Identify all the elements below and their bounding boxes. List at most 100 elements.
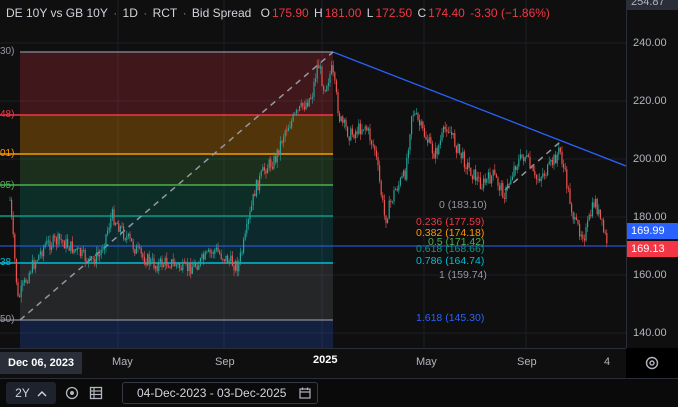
candle-body xyxy=(78,247,80,249)
compare-button[interactable] xyxy=(62,382,82,404)
candle-body xyxy=(305,102,307,110)
candle-body xyxy=(23,279,25,283)
candle-body xyxy=(417,113,419,120)
candle-body xyxy=(471,175,473,180)
candle-body xyxy=(599,209,601,219)
candle-body xyxy=(457,143,459,153)
candle-body xyxy=(230,255,232,262)
candle-body xyxy=(449,131,451,133)
candle-body xyxy=(180,268,182,271)
candle-body xyxy=(463,151,465,168)
candle-body xyxy=(433,153,435,159)
candle-body xyxy=(52,235,54,247)
candle-body xyxy=(284,130,286,138)
candle-body xyxy=(356,131,358,134)
candle-body xyxy=(126,236,128,240)
candle-body xyxy=(172,259,174,262)
candle-body xyxy=(158,261,160,272)
candle-body xyxy=(183,261,185,263)
candle-body xyxy=(97,252,99,257)
candle-body xyxy=(380,180,382,196)
candle-body xyxy=(467,162,469,170)
interval[interactable]: 1D xyxy=(122,6,138,20)
chart-area[interactable]: DE 10Y vs GB 10Y · 1D · RCT · Bid Spread… xyxy=(0,0,626,348)
fib-label-0786: 0.786 (164.74) xyxy=(416,255,485,267)
indicators-button[interactable] xyxy=(86,382,106,404)
time-tick: Sep xyxy=(215,356,235,368)
time-tick: May xyxy=(112,356,133,368)
candle-body xyxy=(57,233,59,245)
candle-body xyxy=(375,150,377,157)
candle-body xyxy=(108,227,110,231)
candle-body xyxy=(455,146,457,153)
candle-body xyxy=(494,169,496,175)
candle-body xyxy=(150,259,152,265)
candle-body xyxy=(67,239,69,248)
candle-body xyxy=(468,162,470,168)
candle-body xyxy=(153,258,155,269)
candle-body xyxy=(571,203,573,213)
candle-body xyxy=(537,178,539,180)
candle-body xyxy=(22,282,24,286)
candle-body xyxy=(187,263,189,272)
candle-body xyxy=(30,272,32,274)
symbol-name[interactable]: DE 10Y vs GB 10Y xyxy=(6,6,108,20)
time-axis[interactable]: Dec 06, 2023 May Sep 2025 May Sep 4 xyxy=(0,348,626,378)
candle-body xyxy=(484,178,486,183)
open-value: 175.90 xyxy=(271,6,309,20)
candle-body xyxy=(76,247,78,251)
candle-body xyxy=(236,261,238,272)
candle-body xyxy=(185,262,187,264)
candle-body xyxy=(444,126,446,130)
candle-body xyxy=(177,263,179,265)
candle-body xyxy=(308,98,310,107)
candle-body xyxy=(340,116,342,122)
candle-body xyxy=(9,199,11,201)
candle-body xyxy=(511,176,513,180)
candle-body xyxy=(206,251,208,253)
candle-body xyxy=(188,263,190,272)
candle-body xyxy=(508,183,510,185)
indicators-icon xyxy=(89,386,103,400)
date-range-field[interactable]: 04-Dec-2023 - 03-Dec-2025 xyxy=(122,382,318,404)
chart-canvas[interactable] xyxy=(0,0,626,348)
price-axis[interactable]: 254.87 240.00 220.00 200.00 180.00 160.0… xyxy=(626,0,678,348)
candle-body xyxy=(601,218,603,220)
candle-body xyxy=(86,261,88,263)
candle-body xyxy=(127,233,129,237)
candle-body xyxy=(273,156,275,169)
candle-body xyxy=(345,119,347,127)
candle-body xyxy=(383,200,385,216)
candle-body xyxy=(326,85,328,92)
candle-body xyxy=(470,167,472,176)
candle-body xyxy=(12,216,14,235)
close-value: 174.40 xyxy=(428,6,465,20)
range-button[interactable]: 2Y xyxy=(6,382,56,404)
candle-body xyxy=(270,159,272,167)
candle-body xyxy=(35,262,37,269)
candle-body xyxy=(196,266,198,270)
candle-body xyxy=(436,147,438,155)
candle-body xyxy=(591,202,593,217)
candle-body xyxy=(540,177,542,182)
candle-body xyxy=(137,246,139,248)
price-tick: 240.00 xyxy=(633,37,667,49)
calendar-icon[interactable] xyxy=(299,387,311,399)
candle-body xyxy=(593,202,595,208)
candle-body xyxy=(495,174,497,178)
candle-body xyxy=(169,267,171,269)
candle-body xyxy=(60,239,62,241)
candle-body xyxy=(534,171,536,176)
chart-settings-button[interactable] xyxy=(638,350,666,376)
open-label: O xyxy=(260,6,270,20)
candle-body xyxy=(388,200,390,219)
candle-body xyxy=(465,167,467,170)
candle-body xyxy=(174,261,176,267)
candle-body xyxy=(278,149,280,155)
last-price-label: 169.99 xyxy=(627,223,678,239)
candle-body xyxy=(116,223,118,224)
candle-body xyxy=(513,166,515,177)
candle-body xyxy=(31,260,33,273)
candle-body xyxy=(140,247,142,254)
candle-body xyxy=(564,167,566,170)
